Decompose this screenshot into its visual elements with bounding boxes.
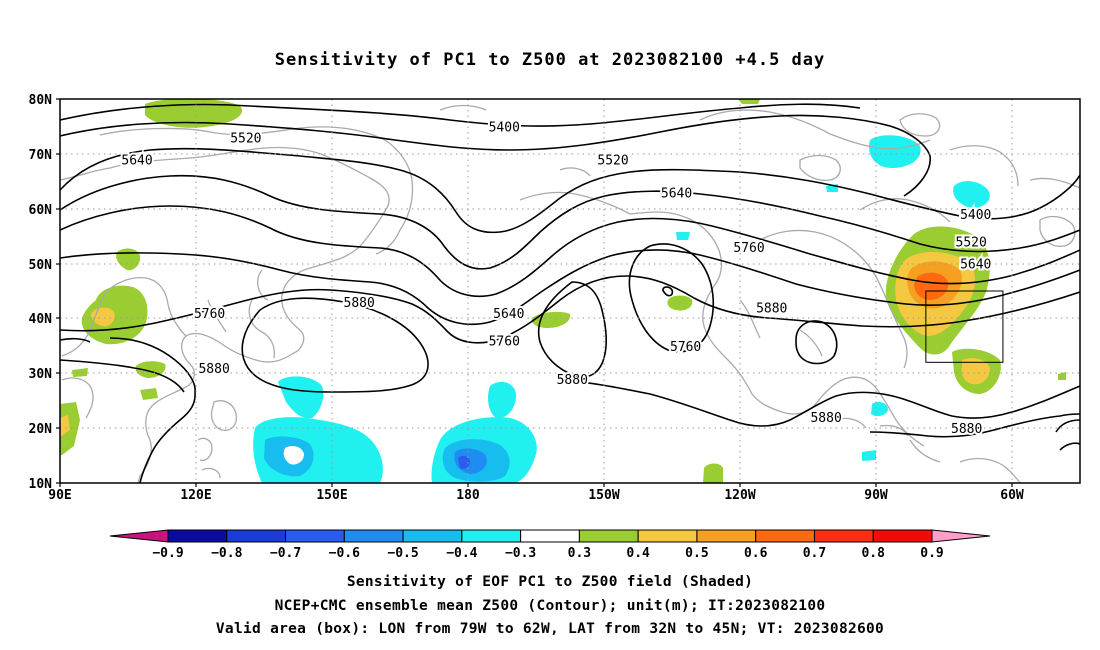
colorbar-label: −0.3 <box>505 546 536 561</box>
contour-label: 5640 <box>493 307 524 322</box>
positive-sensitivity-region <box>738 99 760 104</box>
colorbar-swatch <box>872 529 933 543</box>
colorbar-label: −0.4 <box>446 546 477 561</box>
positive-sensitivity-region <box>60 415 70 436</box>
lat-label: 50N <box>29 258 53 273</box>
colorbar-swatch <box>285 529 345 543</box>
lat-label: 40N <box>29 312 53 327</box>
caption-line-3: Valid area (box): LON from 79W to 62W, L… <box>215 621 885 637</box>
lat-label: 60N <box>29 203 53 218</box>
negative-sensitivity-region <box>862 450 876 461</box>
contour-label: 5760 <box>194 307 225 322</box>
caption-line-1: Sensitivity of EOF PC1 to Z500 field (Sh… <box>346 574 754 590</box>
contour-label: 5640 <box>960 258 991 273</box>
colorbar-label: 0.5 <box>685 546 708 561</box>
colorbar-label: 0.3 <box>568 546 591 561</box>
colorbar-swatch <box>226 529 287 543</box>
colorbar-swatch <box>637 529 698 543</box>
lon-label: 120W <box>724 488 755 503</box>
positive-sensitivity-region <box>961 358 990 385</box>
colorbar-label: 0.4 <box>626 546 650 561</box>
positive-sensitivity-region <box>1058 372 1066 380</box>
contour-label: 5880 <box>344 296 375 311</box>
lon-label: 180 <box>456 488 480 503</box>
colorbar: −0.9 −0.8 −0.7 −0.6 −0.5 −0.4 −0.3 0.3 0.4 0.5 0.6… <box>109 529 991 561</box>
negative-sensitivity-region <box>676 232 690 240</box>
colorbar-label: 0.7 <box>803 546 826 561</box>
contour-label: 5760 <box>733 241 764 256</box>
positive-sensitivity-region <box>60 402 80 455</box>
contour-label: 5880 <box>557 373 588 388</box>
contour-labels: 5520 5640 5400 5520 5640 5760 5400 5520 5640 5760… <box>119 118 993 439</box>
lon-label: 90W <box>864 488 888 503</box>
colorbar-swatch <box>755 529 815 543</box>
colorbar-label: 0.8 <box>861 546 885 561</box>
contour-label: 5640 <box>121 153 152 168</box>
lon-label: 60W <box>1000 488 1024 503</box>
colorbar-high-arrow <box>931 529 991 543</box>
colorbar-swatch <box>578 529 639 543</box>
lon-label: 120E <box>180 488 211 503</box>
lat-label: 10N <box>29 477 53 492</box>
negative-sensitivity-region <box>283 446 304 465</box>
sensitivity-shading <box>60 99 1066 483</box>
contour-label: 5520 <box>230 131 261 146</box>
colorbar-label: 0.6 <box>744 546 768 561</box>
valid-area-box <box>925 290 1004 363</box>
z500-contours <box>60 103 1080 483</box>
graticule <box>60 99 1080 483</box>
contour-label: 5520 <box>597 153 628 168</box>
colorbar-swatch <box>813 529 874 543</box>
negative-sensitivity-region <box>871 402 888 417</box>
colorbar-label: 0.9 <box>920 546 943 561</box>
colorbar-swatch <box>167 529 228 543</box>
negative-sensitivity-region <box>458 455 470 469</box>
lat-label: 70N <box>29 148 53 163</box>
negative-sensitivity-region <box>488 381 516 419</box>
colorbar-label: −0.6 <box>329 546 360 561</box>
colorbar-swatch <box>461 529 522 543</box>
positive-sensitivity-region <box>531 311 571 328</box>
negative-sensitivity-region <box>953 181 990 208</box>
colorbar-label: −0.5 <box>387 546 418 561</box>
contour-label: 5880 <box>198 362 229 377</box>
coastlines <box>60 104 1080 483</box>
plot-title: Sensitivity of PC1 to Z500 at 2023082100… <box>274 50 826 70</box>
contour-label: 5760 <box>489 334 520 349</box>
lat-label: 20N <box>29 422 53 437</box>
colorbar-swatch <box>402 529 463 543</box>
caption-line-2: NCEP+CMC ensemble mean Z500 (Contour); u… <box>274 598 826 614</box>
positive-sensitivity-region <box>914 272 949 300</box>
colorbar-label: −0.7 <box>270 546 301 561</box>
axis-ticks <box>56 98 1013 487</box>
lon-label: 150E <box>316 488 347 503</box>
plot-frame <box>59 98 1081 484</box>
contour-label: 5880 <box>810 411 841 426</box>
contour-label: 5400 <box>489 120 520 135</box>
positive-sensitivity-region <box>140 388 158 400</box>
positive-sensitivity-region <box>667 295 693 311</box>
colorbar-swatch <box>343 529 404 543</box>
colorbar-swatch <box>520 529 580 543</box>
negative-sensitivity-region <box>278 376 324 419</box>
positive-sensitivity-region <box>703 463 723 483</box>
contour-label: 5520 <box>956 236 987 251</box>
lat-label: 30N <box>29 367 53 382</box>
positive-sensitivity-region <box>72 368 88 377</box>
colorbar-low-arrow <box>109 529 169 543</box>
lon-label: 90E <box>48 488 71 503</box>
positive-sensitivity-region <box>116 248 141 271</box>
negative-sensitivity-region <box>869 135 921 168</box>
lat-label: 80N <box>29 93 53 108</box>
contour-label: 5400 <box>960 208 991 223</box>
contour-label: 5880 <box>951 422 982 437</box>
lon-label: 150W <box>588 488 619 503</box>
colorbar-label: −0.9 <box>152 546 183 561</box>
contour-label: 5880 <box>756 301 787 316</box>
colorbar-label: −0.8 <box>211 546 242 561</box>
contour-label: 5640 <box>661 186 692 201</box>
contour-label: 5760 <box>670 340 701 355</box>
colorbar-swatch <box>696 529 757 543</box>
